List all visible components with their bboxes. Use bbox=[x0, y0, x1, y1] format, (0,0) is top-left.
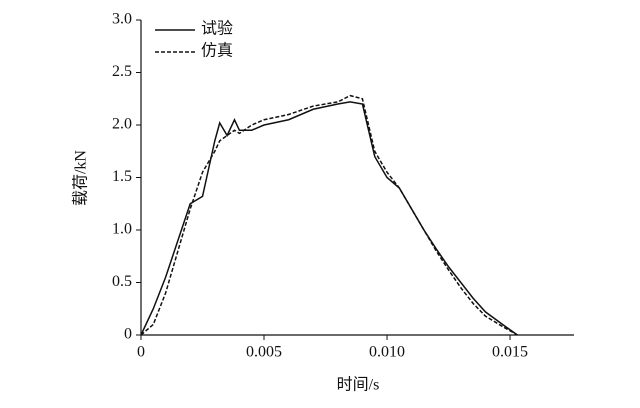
y-axis-label: 载荷/kN bbox=[72, 150, 90, 206]
series-line bbox=[140, 94, 518, 336]
y-tick-label: 3.0 bbox=[112, 11, 132, 28]
x-tick-label: 0.010 bbox=[369, 344, 405, 361]
y-tick-label: 1.5 bbox=[112, 168, 132, 185]
x-tick-label: 0.005 bbox=[246, 344, 282, 361]
series-line bbox=[140, 101, 518, 336]
y-tick-label: 2.0 bbox=[112, 116, 132, 133]
legend-label: 仿真 bbox=[201, 42, 233, 60]
y-tick-label: 0.5 bbox=[112, 273, 132, 290]
y-tick-label: 1.0 bbox=[112, 221, 132, 238]
x-tick-label: 0 bbox=[137, 344, 145, 361]
x-tick-label: 0.015 bbox=[492, 344, 528, 361]
y-tick-label: 2.5 bbox=[112, 63, 132, 80]
legend-label: 试验 bbox=[201, 20, 233, 38]
x-axis-label: 时间/s bbox=[337, 376, 380, 394]
y-tick-label: 0 bbox=[124, 326, 132, 343]
